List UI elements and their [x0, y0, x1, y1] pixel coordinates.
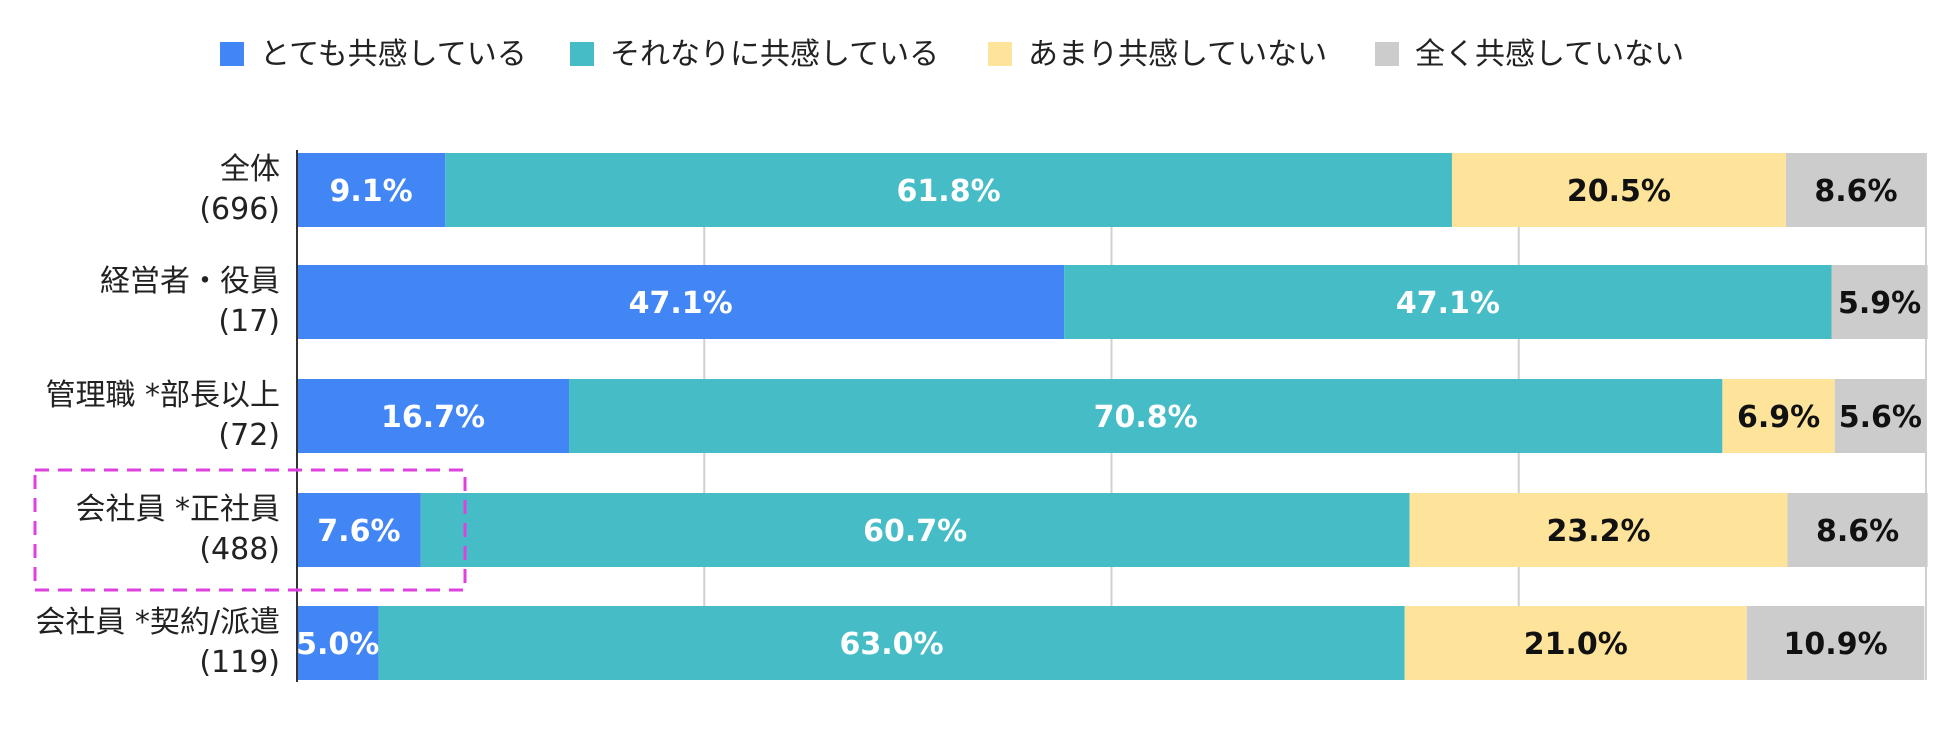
data-label: 6.9% [1737, 400, 1820, 435]
data-label: 61.8% [897, 174, 1001, 209]
bar-segment [297, 265, 1065, 339]
data-label: 20.5% [1567, 174, 1671, 209]
category-label: 経営者・役員 [100, 264, 280, 299]
bar-segment [569, 379, 1723, 453]
legend-label: あまり共感していない [1028, 37, 1327, 72]
legend-swatch [570, 42, 594, 66]
highlight-rect [33, 468, 467, 592]
bar-segment [297, 379, 570, 453]
bar-segment [1409, 493, 1788, 567]
bar-segment [1451, 153, 1786, 227]
data-label: 5.0% [296, 627, 379, 662]
data-label: 63.0% [840, 627, 944, 662]
legend-label: 全く共感していない [1415, 37, 1684, 72]
bar-segment [1064, 265, 1832, 339]
data-label: 16.7% [381, 400, 485, 435]
data-label: 60.7% [863, 514, 967, 549]
data-label: 23.2% [1547, 514, 1651, 549]
legend-swatch [220, 42, 244, 66]
bars: 9.1% 61.8% 20.5% 8.6% 47.1% 47.1% 5.9% 16.7% 70.… [296, 153, 1928, 680]
data-label: 5.6% [1839, 400, 1922, 435]
data-label: 47.1% [629, 286, 733, 321]
data-label: 47.1% [1396, 286, 1500, 321]
data-label: 8.6% [1816, 514, 1899, 549]
bar-segment [378, 606, 1405, 680]
bar-segment [297, 493, 421, 567]
data-label: 70.8% [1094, 400, 1198, 435]
data-label: 10.9% [1784, 627, 1888, 662]
highlight-box [33, 468, 467, 592]
bar-segment [445, 153, 1452, 227]
legend-swatch [988, 42, 1012, 66]
bar-segment [1746, 606, 1925, 680]
category-count: (696) [199, 192, 280, 227]
category-count: (17) [218, 304, 280, 339]
bar-segment [297, 606, 379, 680]
legend: とても共感している それなりに共感している あまり共感していない 全く共感していない [220, 37, 1684, 72]
bar-segment [1787, 493, 1928, 567]
category-label: 会社員 *正社員 [75, 492, 280, 527]
data-label: 21.0% [1524, 627, 1628, 662]
bar-segment [1831, 265, 1928, 339]
data-label: 9.1% [330, 174, 413, 209]
category-count: (119) [199, 645, 280, 680]
bar-segment [1722, 379, 1835, 453]
legend-label: それなりに共感している [610, 37, 939, 72]
category-label: 全体 [220, 152, 280, 187]
data-label: 7.6% [317, 514, 400, 549]
data-label: 5.9% [1838, 286, 1921, 321]
category-label: 会社員 *契約/派遣 [35, 605, 280, 640]
legend-swatch [1375, 42, 1399, 66]
bar-segment [1404, 606, 1747, 680]
legend-label: とても共感している [260, 37, 527, 72]
category-label: 管理職 *部長以上 [45, 378, 280, 413]
data-label: 8.6% [1814, 174, 1897, 209]
category-count: (72) [218, 418, 280, 453]
category-count: (488) [199, 532, 280, 567]
bar-segment [297, 153, 446, 227]
bar-segment [1834, 379, 1926, 453]
category-labels: 全体 (696) 経営者・役員 (17) 管理職 *部長以上 (72) 会社員 *正社員 (4… [35, 152, 280, 680]
bar-segment [1785, 153, 1926, 227]
bar-segment [420, 493, 1410, 567]
